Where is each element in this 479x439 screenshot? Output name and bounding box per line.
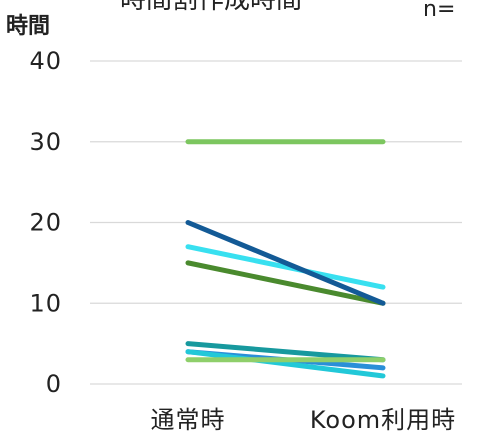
y-tick-label: 30 (29, 128, 62, 156)
series-line-2 (185, 244, 386, 290)
x-category-label: 通常時 (151, 406, 226, 434)
y-tick-label: 20 (29, 209, 62, 237)
sample-size-note: n= (423, 0, 455, 22)
y-tick-label: 10 (29, 289, 62, 317)
series-lines (185, 139, 386, 379)
gridlines (90, 60, 462, 385)
series-line-3 (185, 260, 386, 306)
series-line-4 (185, 220, 386, 306)
series-line-7 (185, 349, 386, 379)
y-tick-label: 0 (46, 370, 62, 398)
y-axis-label: 時間 (6, 14, 50, 39)
y-tick-label: 40 (29, 47, 62, 75)
x-axis-categories: 通常時 Koom利用時 (151, 406, 456, 434)
chart-title: 時間割作成時間 (120, 0, 302, 15)
x-category-label: Koom利用時 (310, 406, 456, 434)
series-line-5 (185, 341, 386, 363)
y-axis-ticks: 0 10 20 30 40 (29, 47, 62, 398)
